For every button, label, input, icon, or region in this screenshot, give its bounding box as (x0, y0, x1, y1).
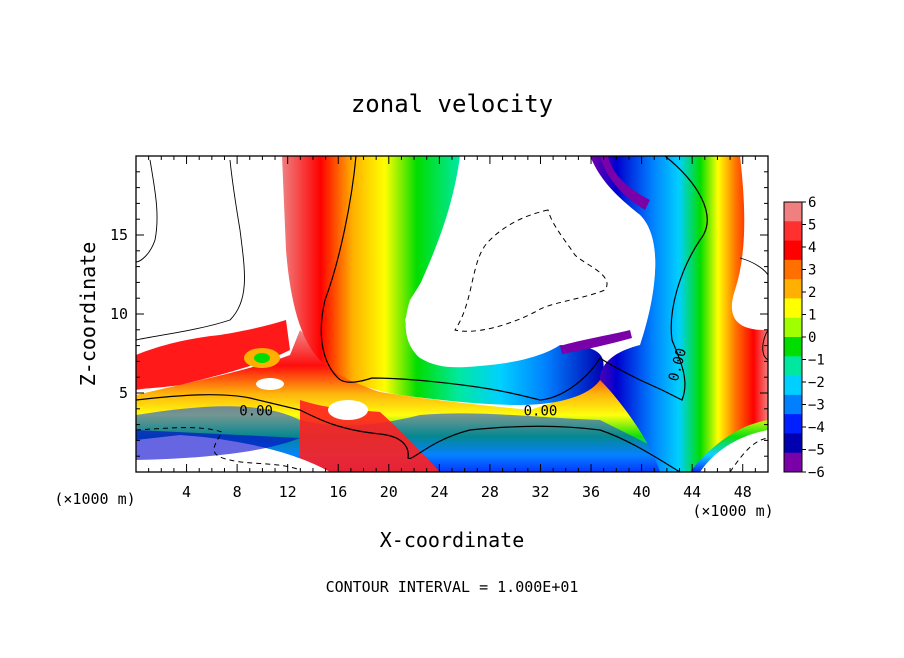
contour-label-text: 0.00 (239, 403, 273, 419)
x-tick-label: 48 (734, 483, 752, 501)
x-axis-label: X-coordinate (380, 528, 525, 552)
plot-field (136, 156, 768, 472)
colorbar-tick-label: −6 (808, 465, 825, 481)
colorbar-swatch (784, 240, 802, 261)
y-tick-label: 10 (110, 305, 128, 323)
colorbar-swatch (784, 394, 802, 415)
contour-label-text: 0.00 (524, 403, 558, 419)
colorbar-swatch (784, 221, 802, 242)
colorbar-swatch (784, 337, 802, 357)
colorbar-tick-label: 1 (808, 308, 816, 324)
colorbar-swatch (784, 414, 802, 434)
colorbar-swatch (784, 259, 802, 280)
colorbar-tick-label: 0 (808, 330, 816, 346)
contour-interval-footer: CONTOUR INTERVAL = 1.000E+01 (326, 578, 579, 596)
colorbar-swatch (784, 298, 802, 319)
colorbar-tick-label: 6 (808, 195, 816, 211)
x-axis: 4 8 12 16 20 24 28 32 36 40 44 48 (148, 156, 756, 501)
thin-contour-left (136, 159, 245, 341)
x-unit-note-right: (×1000 m) (692, 502, 773, 520)
contour-label-layer: 0.00 0.000.00 (239, 346, 690, 419)
colorbar-swatch (784, 452, 802, 473)
colorbar-swatch (784, 202, 802, 222)
x-tick-label: 8 (233, 483, 242, 501)
zero-contour-upper (320, 156, 708, 401)
x-tick-label: 12 (279, 483, 297, 501)
colorbar-swatch (784, 375, 802, 396)
y-axis-label: Z-coordinate (76, 242, 100, 387)
x-tick-label: 16 (329, 483, 347, 501)
colorbar-swatch (784, 279, 802, 299)
x-unit-note-left: (×1000 m) (54, 490, 135, 508)
thin-contour-right (739, 257, 768, 361)
contour-label: 0.00 (239, 403, 273, 419)
x-tick-label: 36 (582, 483, 600, 501)
x-tick-label: 40 (633, 483, 651, 501)
colorbar-swatch (784, 356, 802, 377)
colorbar: 6 5 4 3 2 1 0 −1 −2 −3 −4 −5 −6 (783, 195, 825, 481)
contour-lines (136, 156, 768, 472)
x-tick-label: 32 (531, 483, 549, 501)
colorbar-tick-label: −1 (808, 353, 825, 369)
colorbar-tick-label: −4 (808, 420, 825, 436)
x-tick-label: 4 (182, 483, 191, 501)
colorbar-tick-label: 3 (808, 263, 816, 279)
zero-contour-lower (136, 394, 681, 472)
colorbar-tick-label: −3 (808, 398, 825, 414)
colorbar-tick-label: 4 (808, 240, 816, 256)
colorbar-swatch (784, 433, 802, 454)
x-tick-label: 28 (481, 483, 499, 501)
x-tick-label: 20 (380, 483, 398, 501)
contour-label: 0.00 (524, 403, 558, 419)
chart-title: zonal velocity (351, 90, 553, 118)
y-axis: 5 10 15 (110, 171, 768, 457)
x-tick-label: 44 (683, 483, 701, 501)
y-tick-label: 5 (119, 384, 128, 402)
y-tick-label: 15 (110, 226, 128, 244)
dashed-contours (136, 209, 768, 472)
colorbar-swatch (784, 317, 802, 338)
colorbar-tick-label: −2 (808, 375, 825, 391)
colorbar-tick-label: 2 (808, 285, 816, 301)
colorbar-tick-label: −5 (808, 443, 825, 459)
colorbar-tick-label: 5 (808, 218, 816, 234)
x-tick-label: 24 (430, 483, 448, 501)
